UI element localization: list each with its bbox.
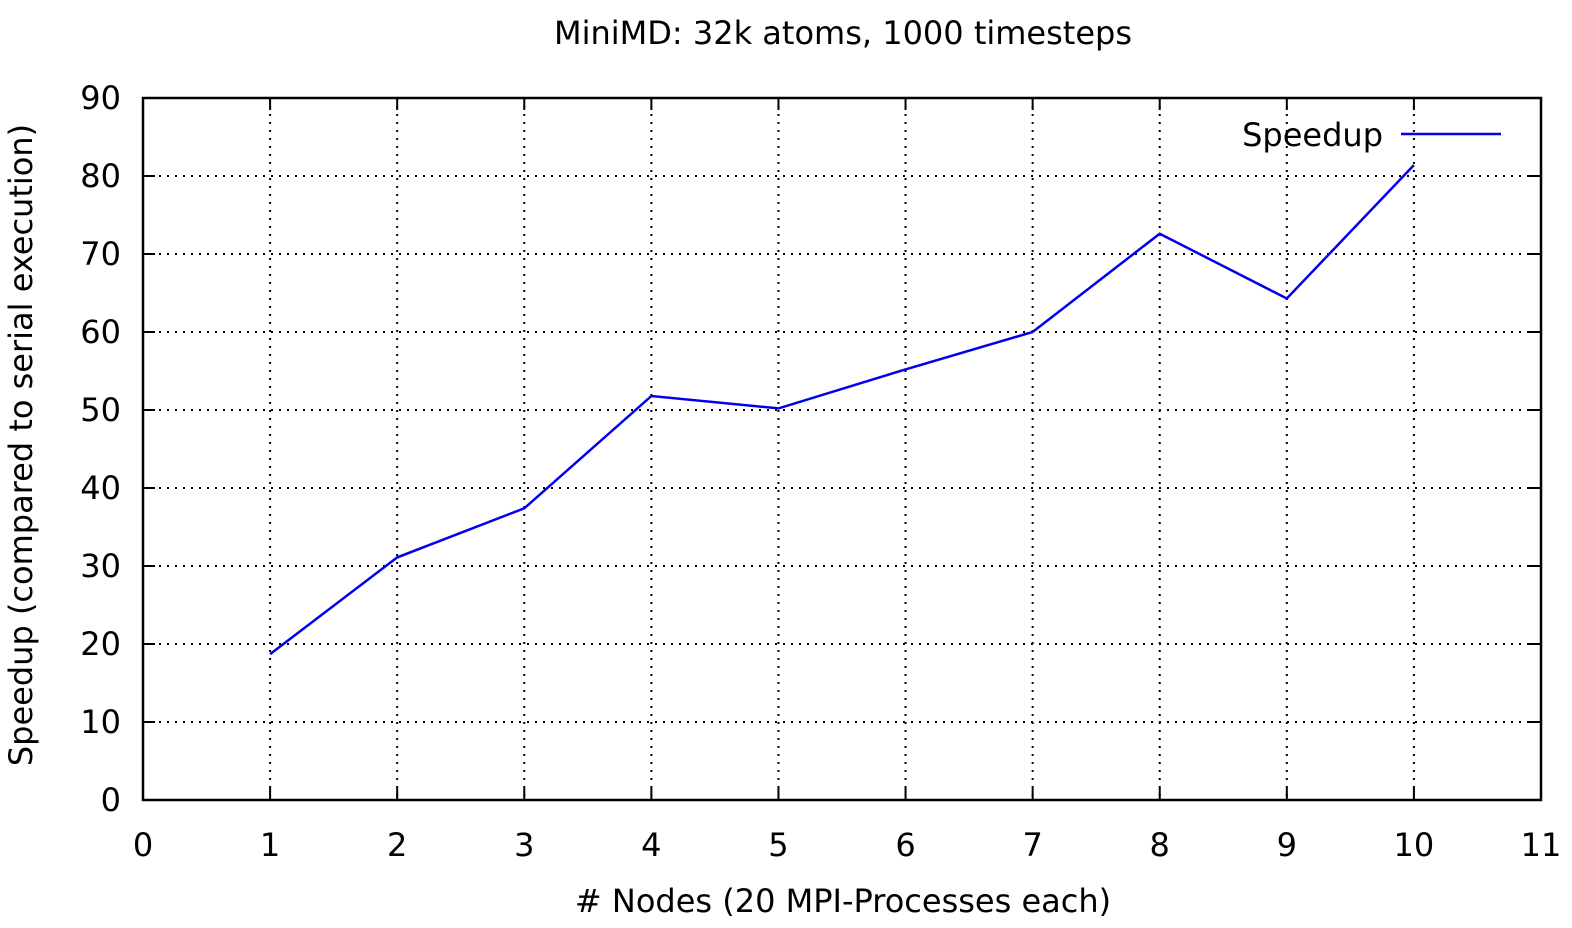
x-tick-label: 8 — [1150, 826, 1170, 864]
y-tick-label: 40 — [80, 469, 121, 507]
y-tick-label: 20 — [80, 625, 121, 663]
axis-ticks — [143, 98, 1541, 800]
x-tick-label: 9 — [1277, 826, 1297, 864]
x-tick-label: 11 — [1521, 826, 1562, 864]
legend: Speedup — [1242, 116, 1501, 154]
y-tick-label: 0 — [101, 781, 121, 819]
x-tick-label: 7 — [1022, 826, 1042, 864]
series-lines — [270, 165, 1414, 654]
x-tick-label: 1 — [260, 826, 280, 864]
plot-area-frame — [143, 98, 1541, 800]
legend-label-speedup: Speedup — [1242, 116, 1383, 154]
x-axis-title: # Nodes (20 MPI-Processes each) — [575, 882, 1111, 920]
y-tick-label: 70 — [80, 235, 121, 273]
x-tick-label: 0 — [133, 826, 153, 864]
y-axis-title: Speedup (compared to serial execution) — [2, 124, 40, 766]
series-line-speedup — [270, 165, 1414, 654]
x-tick-labels: 0 1 2 3 4 5 6 7 8 9 10 11 — [133, 826, 1562, 864]
y-tick-label: 10 — [80, 703, 121, 741]
chart-title: MiniMD: 32k atoms, 1000 timesteps — [554, 14, 1132, 52]
x-tick-label: 10 — [1394, 826, 1435, 864]
y-tick-label: 50 — [80, 391, 121, 429]
x-tick-label: 6 — [895, 826, 915, 864]
y-tick-label: 80 — [80, 157, 121, 195]
y-tick-label: 90 — [80, 79, 121, 117]
x-tick-label: 2 — [387, 826, 407, 864]
y-tick-label: 60 — [80, 313, 121, 351]
x-tick-label: 4 — [641, 826, 661, 864]
grid — [143, 98, 1541, 800]
y-tick-labels: 0 10 20 30 40 50 60 70 80 90 — [80, 79, 121, 819]
x-tick-label: 5 — [768, 826, 788, 864]
y-tick-label: 30 — [80, 547, 121, 585]
x-tick-label: 3 — [514, 826, 534, 864]
